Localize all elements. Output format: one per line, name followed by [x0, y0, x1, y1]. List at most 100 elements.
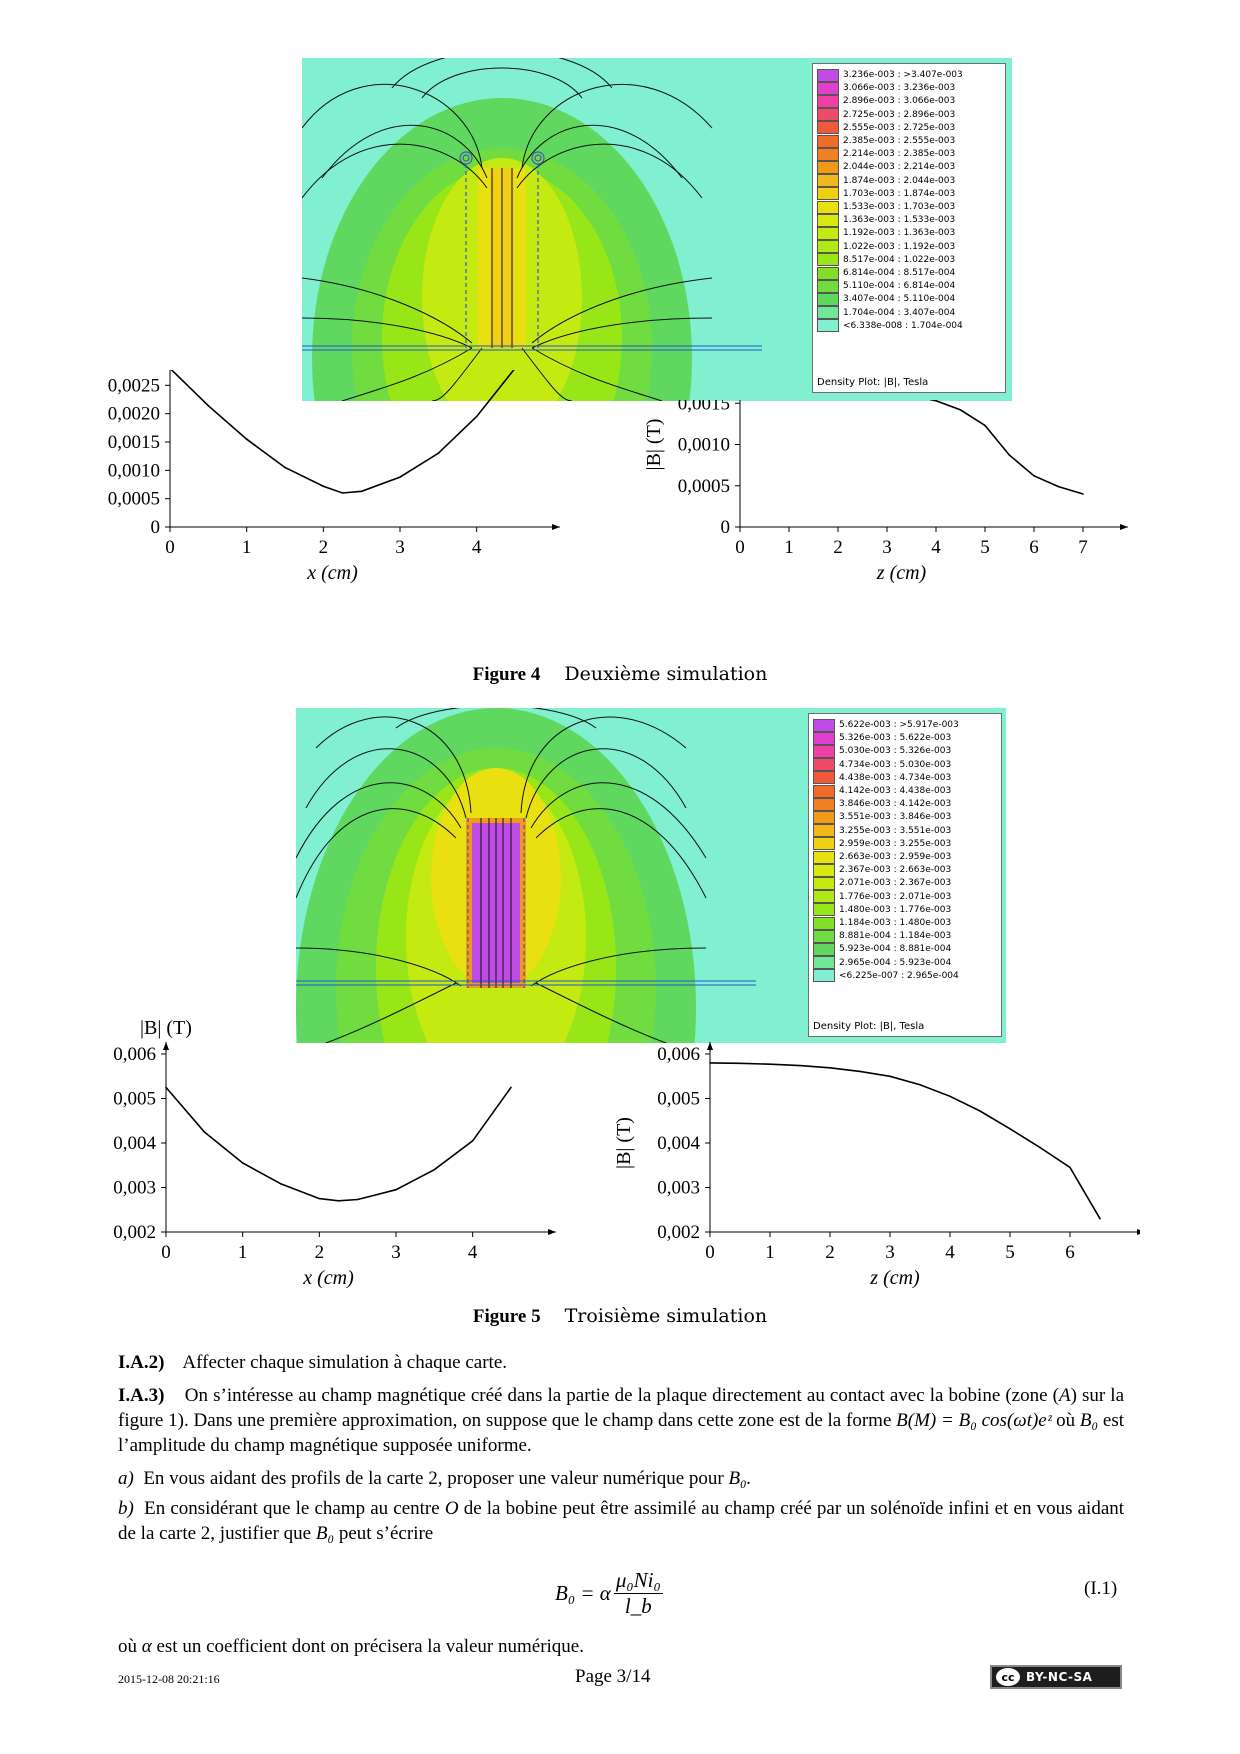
legend-label: 4.734e-003 : 5.030e-003 [839, 759, 952, 770]
figure4-legend-row: 3.407e-004 : 5.110e-004 [817, 292, 955, 306]
y-axis-label: |B| (T) [643, 419, 665, 471]
x-axis-arrow [1137, 1229, 1140, 1235]
license-badge[interactable]: cc BY-NC-SA [990, 1665, 1122, 1689]
question-a-symbol: B₀. [728, 1468, 752, 1489]
legend-label: 1.704e-004 : 3.407e-004 [843, 307, 956, 318]
legend-label: 5.326e-003 : 5.622e-003 [839, 733, 952, 744]
figure5-legend-row: 3.846e-003 : 4.142e-003 [813, 797, 951, 811]
figure4-legend-row: <6.338e-008 : 1.704e-004 [817, 319, 963, 333]
y-tick-label: 0,002 [657, 1222, 700, 1243]
y-tick-label: 0,0005 [678, 476, 730, 497]
figure4-legend-row: 1.363e-003 : 1.533e-003 [817, 213, 955, 227]
question-ia3-text-d: est l’amplitude du champ magnétique supp… [118, 1410, 1124, 1456]
equation-denominator: l_b [624, 1594, 652, 1618]
figure5-legend-row: 5.326e-003 : 5.622e-003 [813, 731, 951, 745]
figure4-legend-row: 1.533e-003 : 1.703e-003 [817, 200, 955, 214]
legend-label: 1.703e-003 : 1.874e-003 [843, 188, 956, 199]
x-tick-label: 3 [395, 537, 405, 558]
final-sentence: où α est un coefficient dont on préciser… [118, 1634, 1124, 1659]
legend-label: 2.214e-003 : 2.385e-003 [843, 149, 956, 160]
data-point [799, 1064, 801, 1067]
figure4-legend-row: 2.555e-003 : 2.725e-003 [817, 121, 955, 135]
legend-label: 5.622e-003 : >5.917e-003 [839, 720, 959, 730]
legend-swatch [817, 240, 839, 254]
data-series-line [709, 1062, 1101, 1220]
x-tick-label: 6 [1029, 537, 1039, 558]
question-b: b) En considérant que le champ au centre… [118, 1496, 1124, 1546]
data-point [709, 1062, 711, 1064]
data-point [280, 1183, 282, 1185]
figure4-legend-row: 2.044e-003 : 2.214e-003 [817, 160, 955, 174]
question-ia3-number: I.A.3) [118, 1385, 165, 1406]
y-tick-label: 0,005 [657, 1089, 700, 1110]
x-tick-label: 2 [319, 537, 329, 558]
data-point [919, 1083, 921, 1086]
data-point [318, 1197, 321, 1200]
figure4-legend: 3.236e-003 : >3.407e-003 3.066e-003 : 3.2… [812, 63, 1006, 393]
figure5-caption: Figure 5 Troisième simulation [0, 1305, 1240, 1328]
question-a: a) En vous aidant des profils de la cart… [118, 1466, 1124, 1491]
x-axis-label: x (cm) [302, 1267, 354, 1289]
zone-symbol: A [1058, 1385, 1071, 1406]
figure5-caption-label: Figure 5 [472, 1306, 541, 1327]
x-tick-label: 1 [765, 1242, 775, 1263]
data-point [1008, 454, 1011, 457]
figure5-legend-row: 2.965e-004 : 5.923e-004 [813, 956, 951, 970]
question-ia3: I.A.3) On s’intéresse au champ magnétiqu… [118, 1383, 1124, 1458]
data-point [1069, 1166, 1071, 1169]
data-point [322, 485, 325, 487]
data-point [475, 415, 478, 418]
figure5-legend-row: 2.071e-003 : 2.367e-003 [813, 876, 951, 890]
legend-swatch [817, 160, 839, 174]
legend-swatch [813, 784, 835, 798]
figure5-legend-row: <6.225e-007 : 2.965e-004 [813, 969, 959, 983]
data-point [433, 1168, 436, 1171]
figure5-legend-row: 5.030e-003 : 5.326e-003 [813, 744, 951, 758]
legend-label: 1.022e-003 : 1.192e-003 [843, 241, 956, 252]
legend-label: 2.385e-003 : 2.555e-003 [843, 136, 956, 146]
figure4-legend-footer: Density Plot: |B|, Tesla [817, 377, 929, 388]
legend-swatch [813, 810, 835, 824]
legend-swatch [813, 863, 835, 877]
x-axis-label: z (cm) [869, 1267, 920, 1289]
legend-label: 8.517e-004 : 1.022e-003 [843, 254, 956, 265]
legend-swatch [813, 850, 835, 864]
figure5-simulation-map: 5.622e-003 : >5.917e-003 5.326e-003 : 5.6… [296, 708, 1006, 1043]
legend-label: 2.367e-003 : 2.663e-003 [839, 865, 952, 876]
y-tick-label: 0,003 [657, 1178, 700, 1199]
legend-swatch [817, 187, 839, 201]
question-a-text: En vous aidant des profils de la carte 2… [143, 1468, 724, 1489]
legend-label: 3.846e-003 : 4.142e-003 [839, 799, 952, 810]
legend-swatch [817, 292, 839, 306]
legend-label: 2.663e-003 : 2.959e-003 [839, 852, 952, 862]
question-b-b0: B₀ [315, 1523, 335, 1544]
y-axis-label: |B| (T) [613, 1117, 635, 1169]
equation-tag: (I.1) [1084, 1578, 1118, 1599]
footer-timestamp: 2015-12-08 20:21:16 [118, 1672, 220, 1686]
legend-label: <6.225e-007 : 2.965e-004 [839, 970, 959, 981]
data-point [341, 492, 344, 494]
legend-label: 2.725e-003 : 2.896e-003 [843, 109, 956, 120]
legend-swatch [813, 771, 835, 785]
question-ia2-text: Affecter chaque simulation à chaque cart… [182, 1352, 508, 1373]
legend-swatch [813, 956, 835, 970]
x-tick-label: 5 [1005, 1242, 1015, 1263]
question-b-label: b) [118, 1498, 134, 1519]
question-ia2: I.A.2) Affecter chaque simulation à chaq… [118, 1350, 1124, 1375]
y-axis-arrow [163, 1042, 169, 1050]
x-tick-label: 0 [165, 537, 175, 558]
legend-label: 2.965e-004 : 5.923e-004 [839, 957, 952, 968]
y-tick-label: 0,0015 [108, 432, 160, 453]
data-series-line [929, 400, 1084, 495]
y-tick-label: 0,006 [113, 1044, 156, 1065]
figure4-legend-row: 1.703e-003 : 1.874e-003 [817, 187, 955, 201]
x-tick-label: 3 [391, 1242, 401, 1263]
legend-swatch [813, 903, 835, 917]
x-tick-label: 4 [472, 537, 482, 558]
figure4-legend-row: 1.022e-003 : 1.192e-003 [817, 240, 955, 254]
figure4-legend-row: 1.874e-003 : 2.044e-003 [817, 174, 955, 188]
legend-swatch [817, 200, 839, 214]
legend-label: 3.255e-003 : 3.551e-003 [839, 825, 952, 836]
x-axis-arrow [548, 1229, 556, 1235]
x-tick-label: 2 [825, 1242, 835, 1263]
